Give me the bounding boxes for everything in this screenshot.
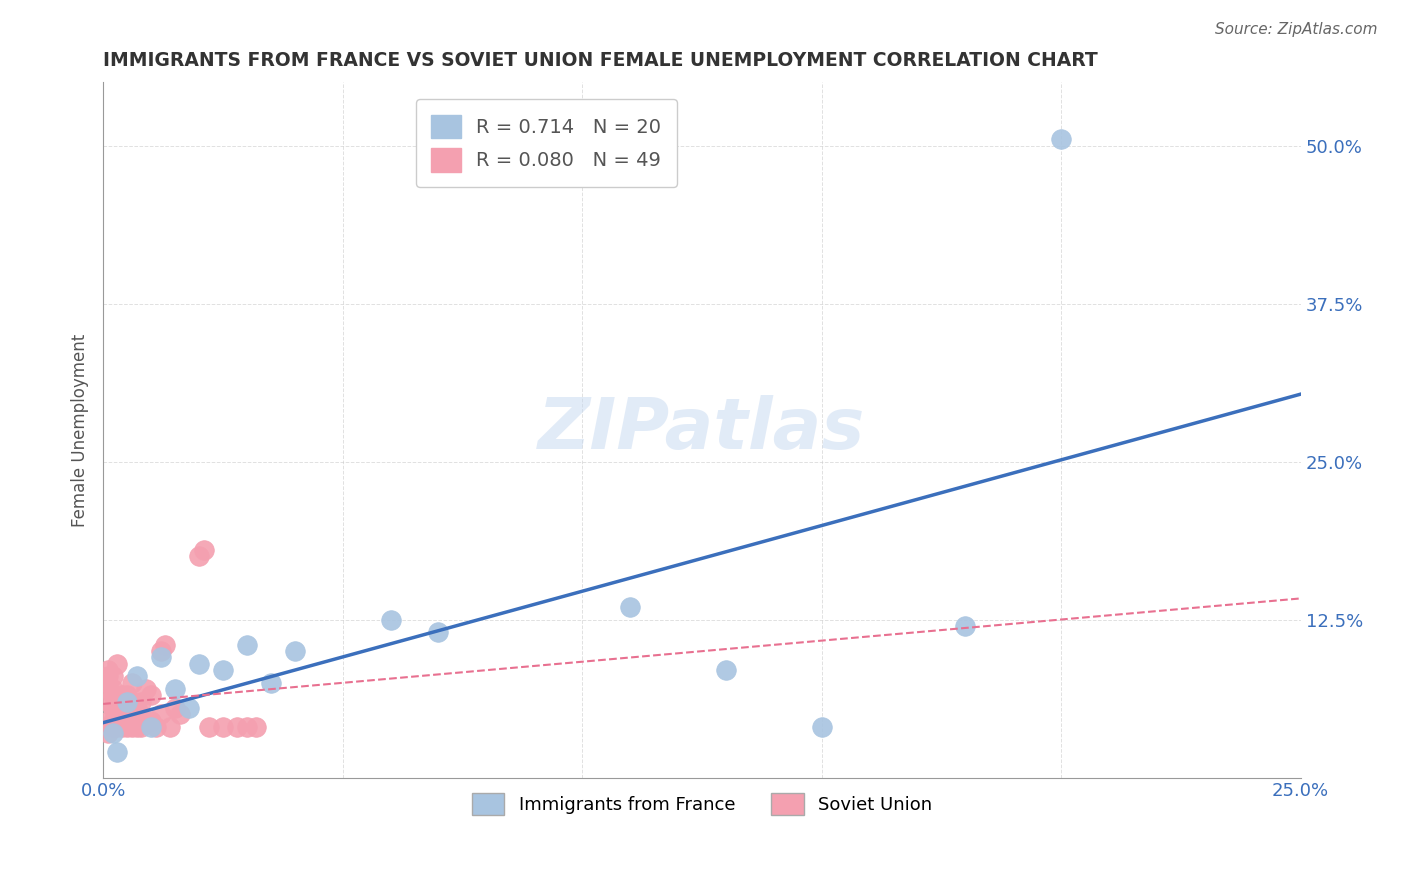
Point [427, 625, 450, 640]
Point [159, 720, 181, 734]
Point [197, 720, 219, 734]
Point [97, 669, 120, 683]
Y-axis label: Female Unemployment: Female Unemployment [72, 334, 89, 526]
Point [101, 726, 124, 740]
Point [163, 682, 186, 697]
Point [107, 707, 129, 722]
Point [212, 720, 235, 734]
Point [955, 619, 977, 633]
Point [236, 638, 259, 652]
Point [131, 695, 153, 709]
Point [115, 720, 138, 734]
Point [111, 707, 134, 722]
Point [101, 669, 124, 683]
Point [111, 689, 134, 703]
Point [149, 650, 172, 665]
Point [145, 720, 167, 734]
Point [121, 707, 143, 722]
Point [139, 714, 162, 728]
Point [1050, 132, 1073, 146]
Point [187, 657, 209, 671]
Point [226, 720, 249, 734]
Point [101, 701, 124, 715]
Point [169, 707, 191, 722]
Point [115, 689, 138, 703]
Point [125, 669, 148, 683]
Point [619, 599, 641, 614]
Point [714, 663, 737, 677]
Point [187, 549, 209, 564]
Point [107, 720, 129, 734]
Point [115, 701, 138, 715]
Point [810, 720, 832, 734]
Point [155, 638, 177, 652]
Point [135, 682, 157, 697]
Point [111, 720, 134, 734]
Point [97, 663, 120, 677]
Point [115, 695, 138, 709]
Point [107, 745, 129, 759]
Point [97, 675, 120, 690]
Point [131, 720, 153, 734]
Point [97, 726, 120, 740]
Point [163, 701, 186, 715]
Text: ZIPatlas: ZIPatlas [538, 395, 866, 465]
Point [236, 720, 259, 734]
Point [179, 701, 201, 715]
Point [121, 720, 143, 734]
Point [193, 543, 215, 558]
Text: Source: ZipAtlas.com: Source: ZipAtlas.com [1215, 22, 1378, 37]
Point [260, 675, 283, 690]
Point [101, 714, 124, 728]
Point [121, 675, 143, 690]
Point [212, 663, 235, 677]
Point [101, 720, 124, 734]
Point [101, 682, 124, 697]
Point [121, 695, 143, 709]
Point [107, 701, 129, 715]
Point [125, 720, 148, 734]
Point [139, 689, 162, 703]
Point [139, 720, 162, 734]
Point [107, 657, 129, 671]
Point [149, 644, 172, 658]
Text: IMMIGRANTS FROM FRANCE VS SOVIET UNION FEMALE UNEMPLOYMENT CORRELATION CHART: IMMIGRANTS FROM FRANCE VS SOVIET UNION F… [103, 51, 1098, 70]
Point [380, 613, 402, 627]
Point [97, 682, 120, 697]
Point [97, 695, 120, 709]
Legend: Immigrants from France, Soviet Union: Immigrants from France, Soviet Union [463, 784, 941, 824]
Point [245, 720, 267, 734]
Point [125, 701, 148, 715]
Point [284, 644, 307, 658]
Point [149, 707, 172, 722]
Point [97, 714, 120, 728]
Point [135, 714, 157, 728]
Point [101, 689, 124, 703]
